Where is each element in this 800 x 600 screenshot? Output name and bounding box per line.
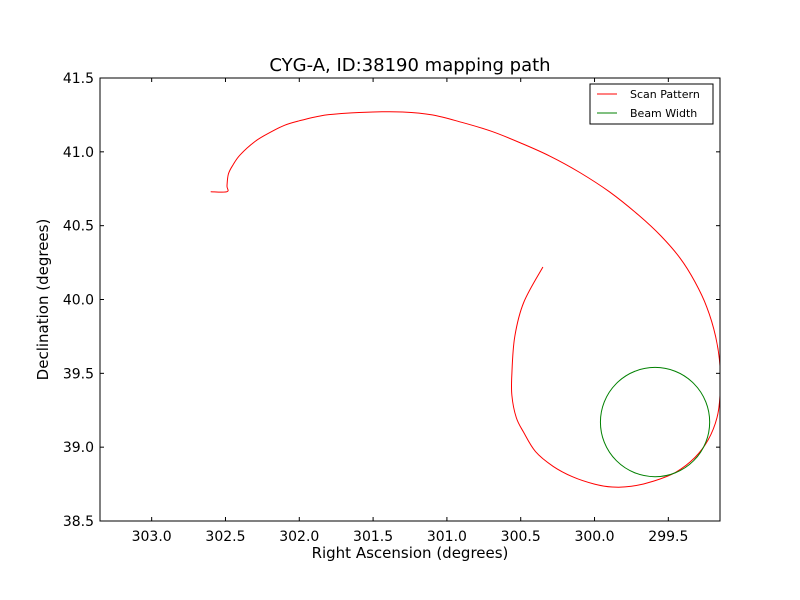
y-tick-label: 40.5 bbox=[63, 219, 94, 235]
legend: Scan Pattern Beam Width bbox=[589, 83, 714, 125]
legend-label-scan-pattern: Scan Pattern bbox=[630, 88, 700, 101]
legend-label-beam-width: Beam Width bbox=[630, 107, 697, 120]
plot-series-group bbox=[210, 111, 720, 488]
x-tick-label: 301.5 bbox=[353, 529, 393, 545]
x-tick-label: 302.0 bbox=[279, 529, 319, 545]
x-tick-label: 301.0 bbox=[427, 529, 467, 545]
x-axis-label: Right Ascension (degrees) bbox=[312, 544, 509, 562]
series-beam-width bbox=[599, 366, 711, 478]
x-tick-label: 300.0 bbox=[574, 529, 614, 545]
series-scan-pattern bbox=[210, 111, 720, 488]
y-tick-label: 41.5 bbox=[63, 71, 94, 87]
x-tick-label: 302.5 bbox=[205, 529, 245, 545]
y-tick-label: 39.0 bbox=[63, 440, 94, 456]
x-tick-label: 299.5 bbox=[648, 529, 688, 545]
y-tick-label: 41.0 bbox=[63, 145, 94, 161]
x-tick-label: 300.5 bbox=[501, 529, 541, 545]
y-tick-label: 39.5 bbox=[63, 366, 94, 382]
x-tick-label: 303.0 bbox=[132, 529, 172, 545]
tick-group: 303.0 302.5 302.0 301.5 301.0 300.5 300.0 299.5… bbox=[63, 71, 720, 545]
y-axis-label: Declination (degrees) bbox=[34, 219, 52, 381]
y-tick-label: 40.0 bbox=[63, 293, 94, 309]
legend-box bbox=[589, 83, 714, 125]
chart-title: CYG-A, ID:38190 mapping path bbox=[269, 55, 550, 76]
y-tick-label: 38.5 bbox=[63, 514, 94, 530]
